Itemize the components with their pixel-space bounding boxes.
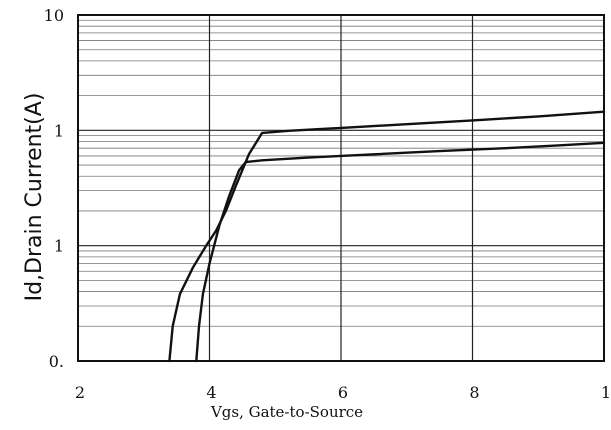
x-tick-label: 1 bbox=[601, 383, 611, 402]
series-line-1 bbox=[168, 110, 606, 363]
series-layer bbox=[168, 110, 606, 363]
x-tick-label: 8 bbox=[469, 383, 479, 402]
y-tick-label: 1 bbox=[54, 121, 64, 140]
y-tick-label: 10 bbox=[44, 6, 64, 25]
y-tick-label: 0. bbox=[49, 352, 64, 371]
x-tick-label: 4 bbox=[206, 383, 216, 402]
x-tick-label: 2 bbox=[75, 383, 85, 402]
series-line-2 bbox=[195, 141, 606, 363]
plot-frame bbox=[77, 14, 605, 362]
grid-lines bbox=[78, 15, 604, 361]
y-tick-label: 1 bbox=[54, 237, 64, 256]
y-axis-label: Id,Drain Current(A) bbox=[22, 93, 47, 302]
tick-labels: 2 4 6 8 1 10 1 1 0. bbox=[44, 6, 611, 402]
x-axis-label: Vgs, Gate-to-Source bbox=[210, 403, 363, 421]
x-tick-label: 6 bbox=[338, 383, 348, 402]
